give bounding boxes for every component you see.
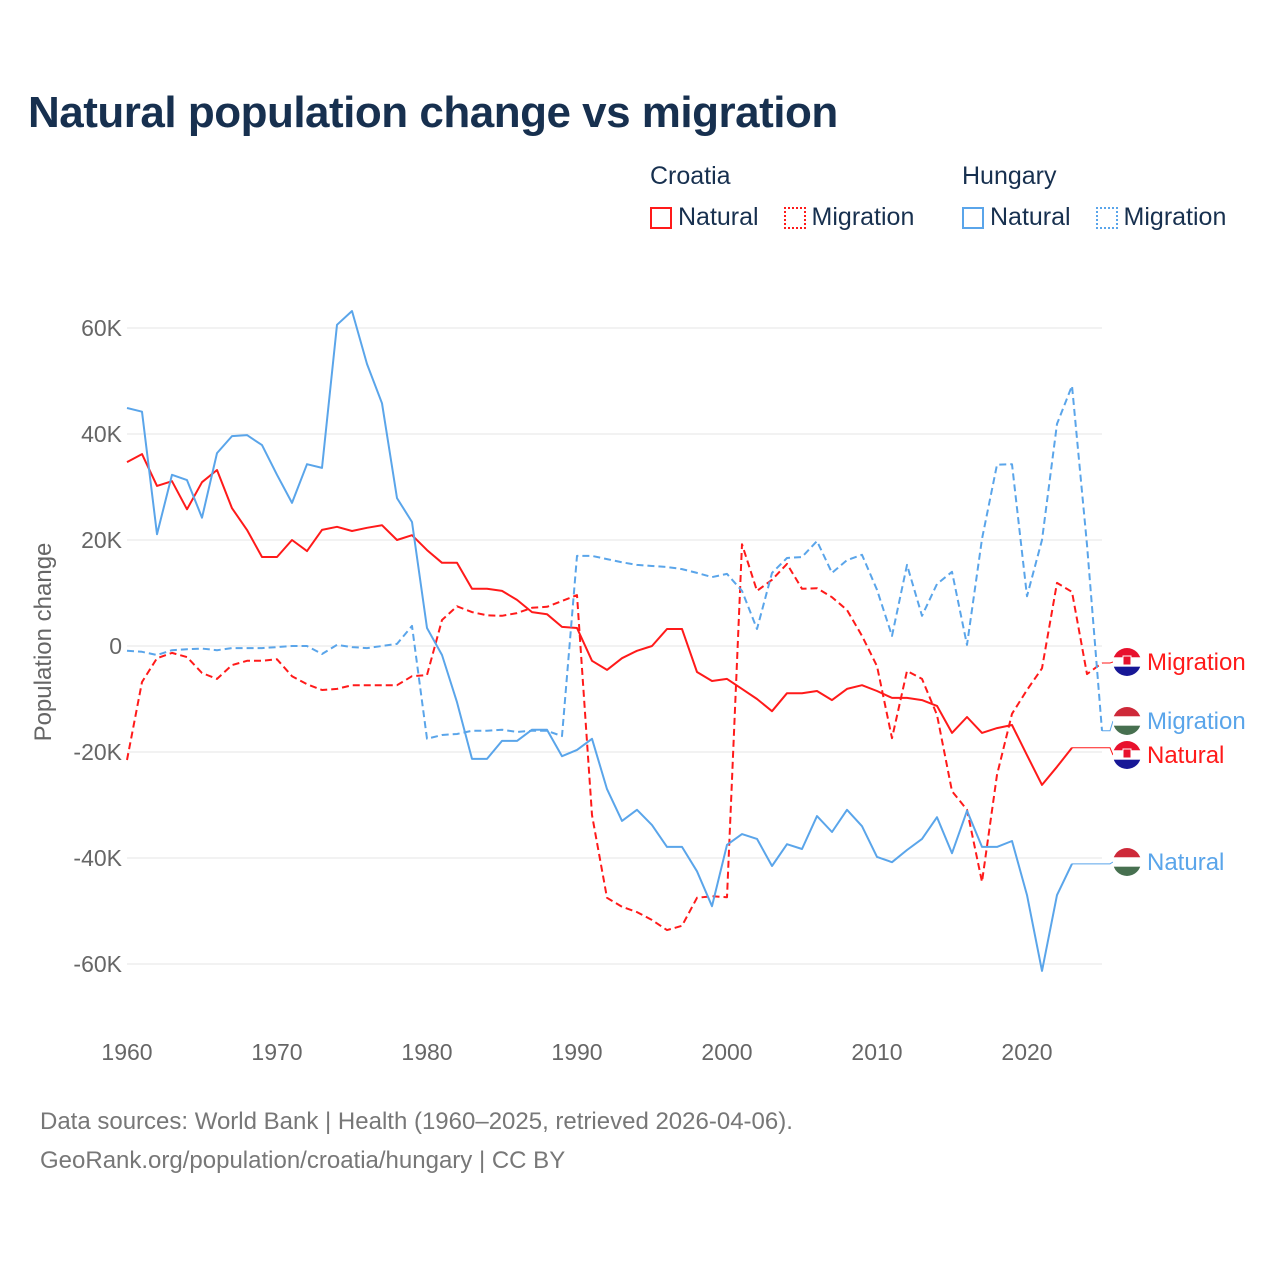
flag-stripes — [1113, 848, 1141, 876]
x-tick-label: 1960 — [101, 1039, 152, 1065]
y-tick-label: 60K — [81, 315, 123, 341]
y-tick-label: -40K — [73, 845, 122, 871]
y-tick-label: -20K — [73, 739, 122, 765]
legend-group-title: Croatia — [650, 162, 731, 190]
x-tick-label: 1990 — [551, 1039, 602, 1065]
flag-stripe — [1113, 857, 1141, 867]
y-axis-label: Population change — [30, 543, 57, 742]
x-tick-label: 2010 — [851, 1039, 902, 1065]
series-line-hungary-natural — [126, 310, 1073, 972]
legend-group-croatia: Croatia Natural Migration — [650, 162, 932, 236]
end-label-connector — [1102, 661, 1114, 664]
y-tick-label: 40K — [81, 421, 123, 447]
end-label: Migration — [1147, 649, 1246, 676]
legend-label: Natural — [990, 203, 1071, 231]
footer-link[interactable]: GeoRank.org/population/croatia/hungary |… — [40, 1147, 566, 1174]
x-tick-label: 2000 — [701, 1039, 752, 1065]
end-label-connector — [1072, 747, 1114, 756]
x-tick-label: 2020 — [1001, 1039, 1052, 1065]
coat-of-arms — [1122, 655, 1132, 666]
legend-item-hungary-migration[interactable]: Migration — [1095, 203, 1227, 232]
y-tick-label: -60K — [73, 951, 122, 977]
legend-swatch — [783, 206, 806, 229]
flag-stripe — [1113, 648, 1141, 658]
end-label: Migration — [1147, 708, 1246, 735]
end-label-connector — [1072, 861, 1114, 865]
legend-group-title: Hungary — [962, 162, 1057, 190]
legend-swatch — [650, 206, 672, 229]
x-tick-label: 1980 — [401, 1039, 452, 1065]
legend-item-hungary-natural[interactable]: Natural — [962, 203, 1071, 232]
flag-stripe — [1113, 666, 1141, 676]
flag-hungary-icon — [1113, 848, 1141, 876]
y-tick-label: 0 — [109, 633, 122, 659]
flag-stripe — [1113, 741, 1141, 751]
flag-stripe — [1113, 866, 1141, 876]
legend-group-hungary: Hungary Natural Migration — [962, 162, 1226, 236]
legend-item-croatia-natural[interactable]: Natural — [650, 203, 759, 232]
legend-swatch — [1095, 206, 1118, 229]
chart-title: Natural population change vs migration — [28, 88, 838, 137]
series-line-croatia-migration — [126, 543, 1103, 932]
flag-stripe — [1113, 707, 1141, 717]
legend-label: Migration — [811, 203, 915, 231]
flag-stripe — [1113, 848, 1141, 858]
coat-of-arms — [1122, 748, 1132, 759]
flag-stripe — [1113, 716, 1141, 726]
x-tick-label: 1970 — [251, 1039, 302, 1065]
end-label-connector — [1102, 720, 1114, 732]
flag-hungary-icon — [1113, 707, 1141, 735]
y-tick-label: 20K — [81, 527, 123, 553]
legend-item-croatia-migration[interactable]: Migration — [783, 203, 915, 232]
flag-croatia-icon — [1113, 648, 1141, 676]
flag-stripe — [1113, 725, 1141, 735]
footer-sources: Data sources: World Bank | Health (1960–… — [40, 1108, 793, 1135]
end-label: Natural — [1147, 849, 1224, 876]
legend-label: Natural — [678, 203, 759, 231]
flag-stripe — [1113, 759, 1141, 769]
series-line-hungary-migration — [126, 384, 1103, 740]
end-label: Natural — [1147, 742, 1224, 769]
legend-label: Migration — [1123, 203, 1227, 231]
flag-stripes — [1113, 707, 1141, 735]
series-line-croatia-natural — [126, 453, 1073, 786]
legend-swatch — [962, 206, 984, 229]
flag-croatia-icon — [1113, 741, 1141, 769]
